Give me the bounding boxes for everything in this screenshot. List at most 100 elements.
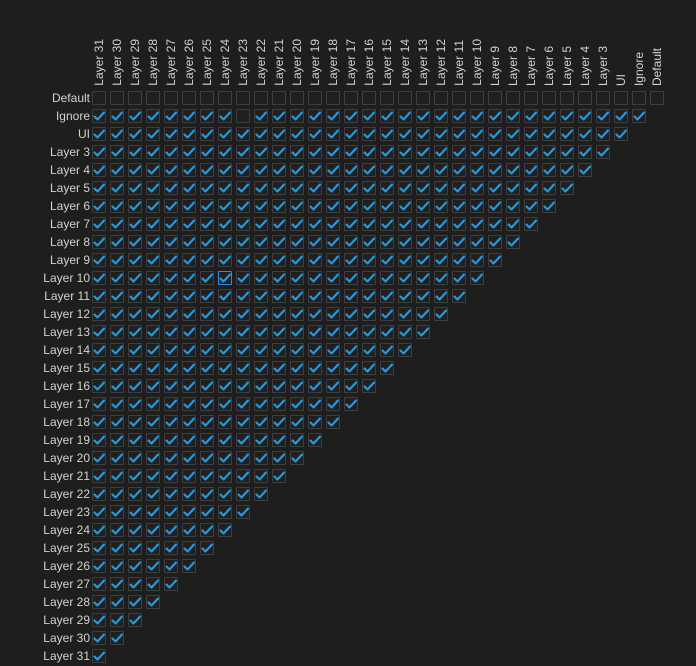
collision-checkbox[interactable]: [272, 253, 286, 267]
collision-checkbox[interactable]: [218, 253, 232, 267]
collision-checkbox[interactable]: [164, 469, 178, 483]
collision-checkbox[interactable]: [236, 487, 250, 501]
collision-checkbox[interactable]: [272, 343, 286, 357]
collision-checkbox[interactable]: [128, 217, 142, 231]
collision-checkbox[interactable]: [416, 235, 430, 249]
collision-checkbox[interactable]: [110, 595, 124, 609]
collision-checkbox[interactable]: [200, 163, 214, 177]
collision-checkbox[interactable]: [308, 307, 322, 321]
collision-checkbox[interactable]: [200, 289, 214, 303]
collision-checkbox[interactable]: [470, 145, 484, 159]
collision-checkbox[interactable]: [290, 217, 304, 231]
collision-checkbox[interactable]: [362, 235, 376, 249]
collision-checkbox[interactable]: [182, 559, 196, 573]
collision-checkbox[interactable]: [164, 361, 178, 375]
collision-checkbox[interactable]: [200, 325, 214, 339]
collision-checkbox[interactable]: [236, 397, 250, 411]
collision-checkbox[interactable]: [290, 145, 304, 159]
collision-checkbox[interactable]: [236, 379, 250, 393]
collision-checkbox[interactable]: [380, 127, 394, 141]
collision-checkbox[interactable]: [380, 199, 394, 213]
collision-checkbox[interactable]: [416, 91, 430, 105]
collision-checkbox[interactable]: [236, 217, 250, 231]
collision-checkbox[interactable]: [380, 163, 394, 177]
collision-checkbox[interactable]: [236, 433, 250, 447]
collision-checkbox[interactable]: [164, 307, 178, 321]
collision-checkbox[interactable]: [398, 91, 412, 105]
collision-checkbox[interactable]: [110, 433, 124, 447]
collision-checkbox[interactable]: [272, 469, 286, 483]
collision-checkbox[interactable]: [362, 145, 376, 159]
collision-checkbox[interactable]: [272, 433, 286, 447]
collision-checkbox[interactable]: [326, 145, 340, 159]
collision-checkbox[interactable]: [236, 469, 250, 483]
collision-checkbox[interactable]: [290, 163, 304, 177]
collision-checkbox[interactable]: [416, 145, 430, 159]
collision-checkbox[interactable]: [434, 217, 448, 231]
collision-checkbox[interactable]: [344, 325, 358, 339]
collision-checkbox[interactable]: [506, 145, 520, 159]
collision-checkbox[interactable]: [128, 523, 142, 537]
collision-checkbox[interactable]: [290, 289, 304, 303]
collision-checkbox[interactable]: [164, 217, 178, 231]
collision-checkbox[interactable]: [308, 145, 322, 159]
collision-checkbox[interactable]: [560, 163, 574, 177]
collision-checkbox[interactable]: [488, 145, 502, 159]
collision-checkbox[interactable]: [182, 397, 196, 411]
collision-checkbox[interactable]: [290, 235, 304, 249]
collision-checkbox[interactable]: [272, 109, 286, 123]
collision-checkbox[interactable]: [380, 307, 394, 321]
collision-checkbox[interactable]: [452, 235, 466, 249]
collision-checkbox[interactable]: [434, 163, 448, 177]
collision-checkbox[interactable]: [470, 199, 484, 213]
collision-checkbox[interactable]: [218, 289, 232, 303]
collision-checkbox[interactable]: [254, 469, 268, 483]
collision-checkbox[interactable]: [218, 325, 232, 339]
collision-checkbox[interactable]: [92, 523, 106, 537]
collision-checkbox[interactable]: [110, 199, 124, 213]
collision-checkbox[interactable]: [272, 361, 286, 375]
collision-checkbox[interactable]: [92, 91, 106, 105]
collision-checkbox[interactable]: [308, 325, 322, 339]
collision-checkbox[interactable]: [218, 199, 232, 213]
collision-checkbox[interactable]: [416, 325, 430, 339]
collision-checkbox[interactable]: [542, 163, 556, 177]
collision-checkbox[interactable]: [452, 271, 466, 285]
collision-checkbox[interactable]: [524, 163, 538, 177]
collision-checkbox[interactable]: [524, 181, 538, 195]
collision-checkbox[interactable]: [398, 199, 412, 213]
collision-checkbox[interactable]: [164, 127, 178, 141]
collision-checkbox[interactable]: [488, 181, 502, 195]
collision-checkbox[interactable]: [236, 289, 250, 303]
collision-checkbox[interactable]: [434, 289, 448, 303]
collision-checkbox[interactable]: [92, 505, 106, 519]
collision-checkbox[interactable]: [182, 451, 196, 465]
collision-checkbox[interactable]: [128, 469, 142, 483]
collision-checkbox[interactable]: [380, 217, 394, 231]
collision-checkbox[interactable]: [182, 109, 196, 123]
collision-checkbox[interactable]: [560, 181, 574, 195]
collision-checkbox[interactable]: [254, 325, 268, 339]
collision-checkbox[interactable]: [110, 253, 124, 267]
collision-checkbox[interactable]: [182, 235, 196, 249]
collision-checkbox[interactable]: [110, 451, 124, 465]
collision-checkbox[interactable]: [110, 145, 124, 159]
collision-checkbox[interactable]: [146, 181, 160, 195]
collision-checkbox[interactable]: [416, 253, 430, 267]
collision-checkbox[interactable]: [398, 343, 412, 357]
collision-checkbox[interactable]: [380, 235, 394, 249]
collision-checkbox[interactable]: [254, 181, 268, 195]
collision-checkbox[interactable]: [524, 127, 538, 141]
collision-checkbox[interactable]: [92, 343, 106, 357]
collision-checkbox[interactable]: [326, 289, 340, 303]
collision-checkbox[interactable]: [182, 541, 196, 555]
collision-checkbox[interactable]: [182, 217, 196, 231]
collision-checkbox[interactable]: [272, 217, 286, 231]
collision-checkbox[interactable]: [146, 541, 160, 555]
collision-checkbox[interactable]: [488, 163, 502, 177]
collision-checkbox[interactable]: [506, 163, 520, 177]
collision-checkbox[interactable]: [146, 163, 160, 177]
collision-checkbox[interactable]: [344, 217, 358, 231]
collision-checkbox[interactable]: [344, 181, 358, 195]
collision-checkbox[interactable]: [128, 271, 142, 285]
